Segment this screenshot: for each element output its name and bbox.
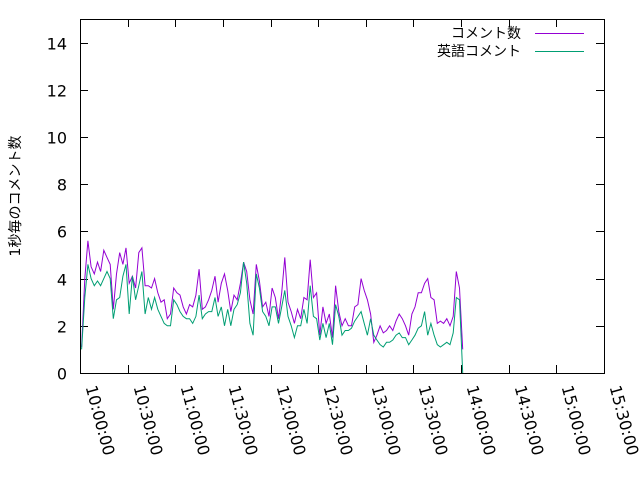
y-tick-label: 8 <box>57 176 67 195</box>
legend-label-2: 英語コメント <box>437 43 521 60</box>
legend-label-1: コメント数 <box>451 26 521 42</box>
y-tick-label: 6 <box>57 223 67 242</box>
y-tick-label: 0 <box>57 365 67 384</box>
y-tick-label: 2 <box>57 318 67 337</box>
series-lines <box>81 240 464 374</box>
series-line-1 <box>81 240 464 350</box>
y-tick-label: 14 <box>47 35 67 54</box>
y-axis-label: 1秒毎のコメント数 <box>8 136 24 257</box>
plot-area-border <box>80 19 605 374</box>
series-line-2 <box>81 262 464 374</box>
y-tick-label: 4 <box>57 271 67 290</box>
y-tick-label: 10 <box>47 129 67 148</box>
y-axis-ticks: 0 2 4 6 8 10 12 14 <box>47 35 604 384</box>
y-tick-label: 12 <box>47 82 67 101</box>
